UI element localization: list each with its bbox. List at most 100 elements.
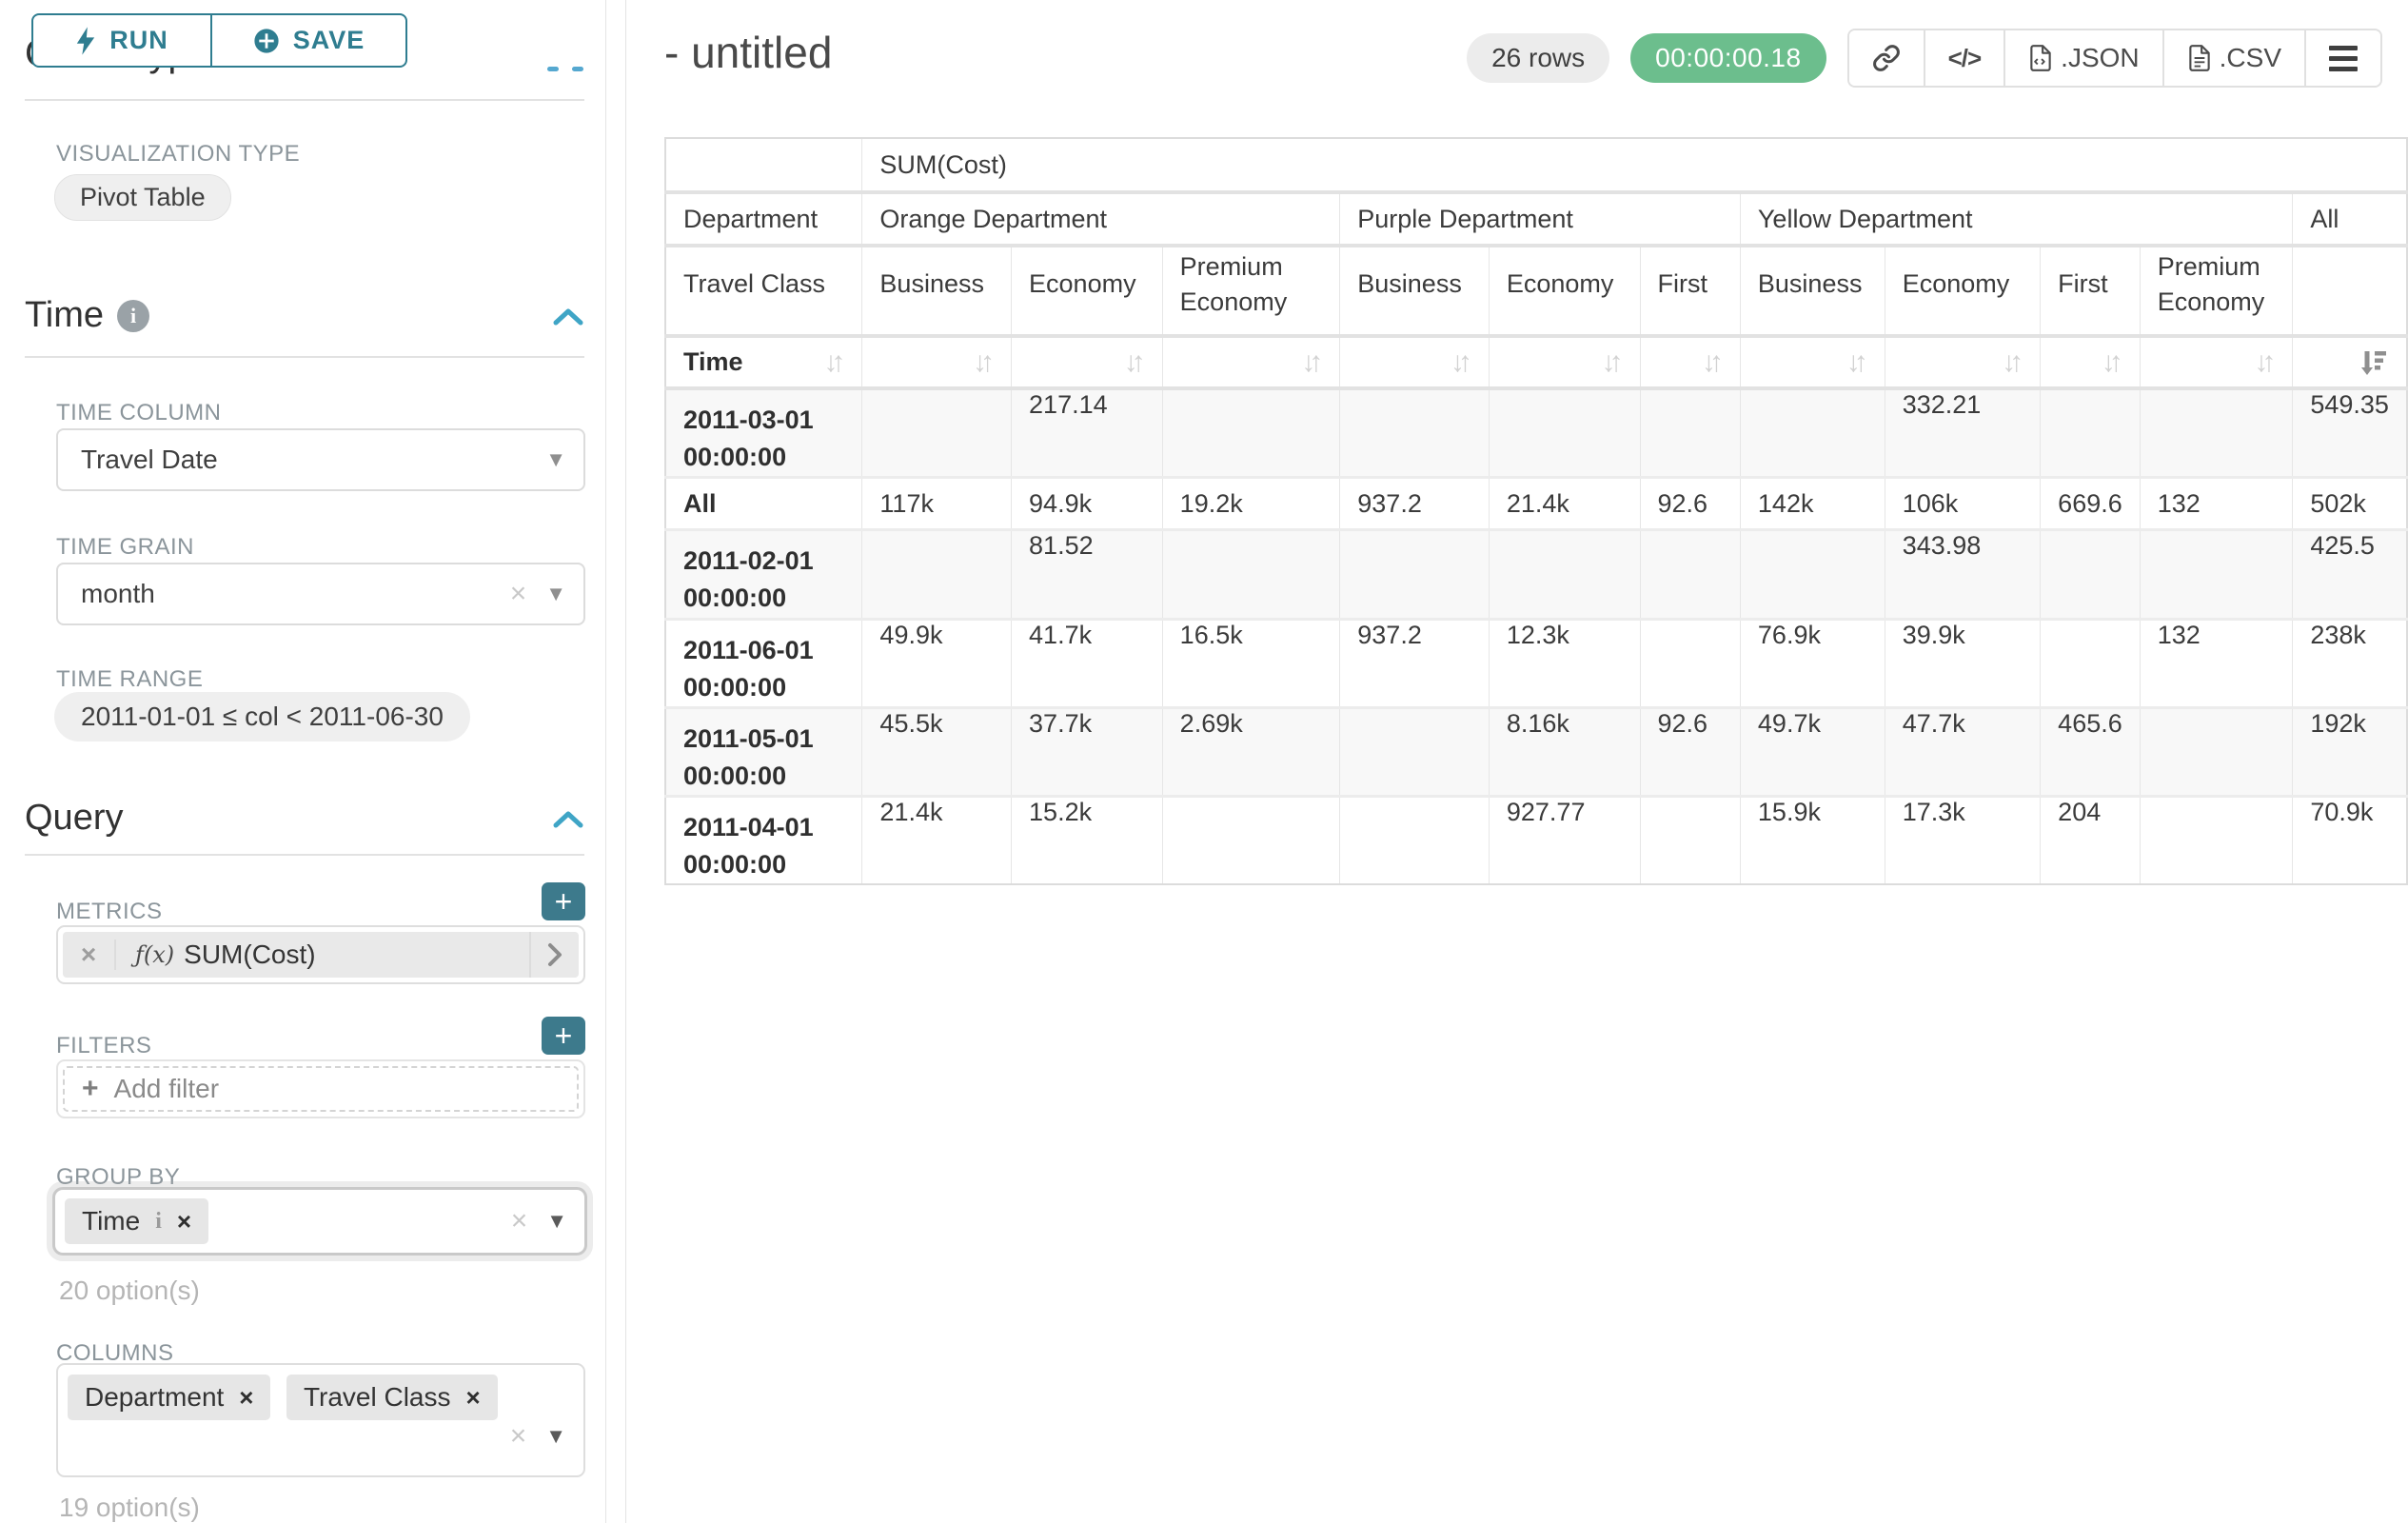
explore-control-panel: Chart Type RUN SAVE VISUALIZATION TYPE P… bbox=[0, 0, 606, 1523]
chevron-down-icon[interactable]: ▼ bbox=[545, 447, 566, 471]
time-column-select[interactable]: Travel Date ▼ bbox=[56, 428, 585, 491]
chevron-up-icon[interactable] bbox=[552, 307, 584, 327]
run-button[interactable]: RUN bbox=[31, 13, 212, 68]
sortable-column-header[interactable]: ↓↑ bbox=[1639, 336, 1741, 388]
sortable-column-header[interactable]: ↓↑ bbox=[1339, 336, 1490, 388]
value-cell: 76.9k bbox=[1739, 619, 1885, 708]
column-subheader[interactable]: Economy bbox=[1884, 246, 2041, 336]
sortable-column-header[interactable]: ↓↑ bbox=[2040, 336, 2141, 388]
metric-header-cell: SUM(Cost) bbox=[861, 138, 2407, 192]
chart-toolbar: 26 rows 00:00:00.18 </> .JSON bbox=[1467, 29, 2382, 88]
clear-icon[interactable]: × bbox=[509, 578, 527, 609]
metric-name: SUM(Cost) bbox=[184, 940, 316, 969]
columns-tag-travel-class[interactable]: Travel Class × bbox=[286, 1375, 498, 1420]
sortable-column-header[interactable]: ↓↑ bbox=[1739, 336, 1885, 388]
sortable-column-header[interactable]: ↓↑ bbox=[1011, 336, 1163, 388]
export-csv-button[interactable]: .CSV bbox=[2163, 30, 2306, 86]
chevron-down-icon[interactable]: ▼ bbox=[546, 1209, 567, 1233]
row-dimension-header[interactable]: Time ↓↑ bbox=[665, 336, 862, 388]
sort-icon[interactable]: ↓↑ bbox=[2101, 346, 2123, 378]
remove-tag-icon[interactable]: × bbox=[465, 1382, 481, 1412]
sort-icon[interactable]: ↓↑ bbox=[973, 346, 995, 378]
add-metric-button[interactable]: + bbox=[542, 882, 585, 920]
clear-icon[interactable]: × bbox=[509, 1420, 527, 1452]
time-grain-select[interactable]: month × ▼ bbox=[56, 563, 585, 625]
value-cell bbox=[1639, 796, 1741, 885]
query-section-header[interactable]: Query bbox=[25, 798, 123, 839]
time-section-title: Time bbox=[25, 295, 105, 335]
sortable-column-header[interactable]: ↓↑ bbox=[861, 336, 1012, 388]
clear-icon[interactable]: × bbox=[510, 1205, 528, 1236]
sort-icon[interactable]: ↓↑ bbox=[1601, 346, 1624, 378]
chevron-down-icon[interactable]: ▼ bbox=[545, 582, 566, 605]
columns-tag-department[interactable]: Department × bbox=[68, 1375, 271, 1420]
save-button[interactable]: SAVE bbox=[210, 13, 407, 68]
column-subheader[interactable]: First bbox=[1639, 246, 1741, 336]
chevron-down-icon[interactable]: ▼ bbox=[545, 1424, 566, 1448]
sortable-column-header[interactable]: ↓↑ bbox=[1488, 336, 1641, 388]
pivot-corner-cell bbox=[665, 138, 862, 192]
sort-icon[interactable]: ↓↑ bbox=[1450, 346, 1472, 378]
column-subheader[interactable]: Business bbox=[1339, 246, 1490, 336]
sort-icon[interactable]: ↓↑ bbox=[2002, 346, 2023, 378]
column-subheader[interactable]: First bbox=[2040, 246, 2141, 336]
query-timer-badge: 00:00:00.18 bbox=[1630, 33, 1826, 83]
chevron-up-icon[interactable] bbox=[552, 809, 584, 830]
sort-icon[interactable]: ↓↑ bbox=[2254, 346, 2276, 378]
remove-metric-icon[interactable]: × bbox=[63, 940, 116, 970]
column-group-header[interactable]: All bbox=[2292, 192, 2407, 246]
column-subheader[interactable]: Business bbox=[1739, 246, 1885, 336]
value-cell: 15.9k bbox=[1739, 796, 1885, 885]
group-by-tag-time[interactable]: Time i × bbox=[65, 1198, 209, 1244]
visualization-type-label: VISUALIZATION TYPE bbox=[56, 141, 301, 167]
sort-icon[interactable]: ↓↑ bbox=[1123, 346, 1146, 378]
time-range-pill[interactable]: 2011-01-01 ≤ col < 2011-06-30 bbox=[54, 692, 470, 742]
sortable-column-header[interactable]: ↓↑ bbox=[1161, 336, 1340, 388]
column-group-header[interactable]: Orange Department bbox=[861, 192, 1340, 246]
embed-code-button[interactable]: </> bbox=[1924, 30, 2006, 86]
visualization-type-pill[interactable]: Pivot Table bbox=[54, 174, 231, 221]
column-subheader[interactable]: Economy bbox=[1011, 246, 1163, 336]
info-icon[interactable]: i bbox=[155, 1208, 162, 1234]
column-subheader[interactable]: Business bbox=[861, 246, 1012, 336]
add-filter-button[interactable]: + bbox=[542, 1017, 585, 1055]
sortable-column-header[interactable]: ↓↑ bbox=[1884, 336, 2041, 388]
sort-icon[interactable]: ↓↑ bbox=[1301, 346, 1323, 378]
plus-icon: + bbox=[82, 1073, 99, 1104]
sort-icon[interactable]: ↓↑ bbox=[823, 346, 845, 378]
copy-link-button[interactable] bbox=[1848, 30, 1925, 86]
chart-title[interactable]: - untitled bbox=[664, 28, 833, 77]
add-filter-dropzone[interactable]: + Add filter bbox=[63, 1066, 579, 1112]
metric-pill[interactable]: × ƒ(x) SUM(Cost) bbox=[63, 932, 579, 978]
table-row: 2011-06-01 00:00:00 49.9k 41.7k 16.5k 937.2 1… bbox=[665, 619, 2407, 708]
sort-icon[interactable]: ↓↑ bbox=[1701, 346, 1724, 378]
chart-panel: - untitled 26 rows 00:00:00.18 </> bbox=[626, 0, 2408, 1523]
column-subheader[interactable]: Premium Economy bbox=[1161, 246, 1340, 336]
export-json-button[interactable]: .JSON bbox=[2005, 30, 2164, 86]
value-cell: 17.3k bbox=[1884, 796, 2041, 885]
value-cell: 937.2 bbox=[1339, 619, 1490, 708]
sortable-column-header[interactable] bbox=[2292, 336, 2407, 388]
remove-tag-icon[interactable]: × bbox=[176, 1206, 192, 1236]
sort-icon[interactable]: ↓↑ bbox=[1845, 346, 1868, 378]
info-icon[interactable]: i bbox=[117, 299, 150, 332]
json-file-icon bbox=[2030, 45, 2051, 71]
column-subheader[interactable]: Premium Economy bbox=[2139, 246, 2293, 336]
pivot-table-container: SUM(Cost) Department Orange Department Purp… bbox=[664, 137, 2408, 886]
column-subheader[interactable]: Economy bbox=[1488, 246, 1641, 336]
time-section-header[interactable]: Time i bbox=[25, 295, 150, 336]
value-cell: 343.98 bbox=[1884, 529, 2041, 620]
remove-tag-icon[interactable]: × bbox=[239, 1382, 254, 1412]
export-json-label: .JSON bbox=[2061, 43, 2140, 72]
column-group-header[interactable]: Yellow Department bbox=[1739, 192, 2293, 246]
column-subheader[interactable] bbox=[2292, 246, 2407, 336]
panel-scrollbar-gutter[interactable] bbox=[606, 0, 626, 1523]
more-options-button[interactable] bbox=[2306, 30, 2380, 86]
chevron-right-icon[interactable] bbox=[529, 932, 579, 978]
sort-descending-icon[interactable] bbox=[2359, 347, 2389, 378]
columns-select[interactable]: Department × Travel Class × × ▼ bbox=[56, 1363, 585, 1477]
column-group-header[interactable]: Purple Department bbox=[1339, 192, 1741, 246]
group-by-select[interactable]: Time i × × ▼ bbox=[52, 1187, 587, 1256]
value-cell: 465.6 bbox=[2040, 707, 2141, 797]
sortable-column-header[interactable]: ↓↑ bbox=[2139, 336, 2293, 388]
